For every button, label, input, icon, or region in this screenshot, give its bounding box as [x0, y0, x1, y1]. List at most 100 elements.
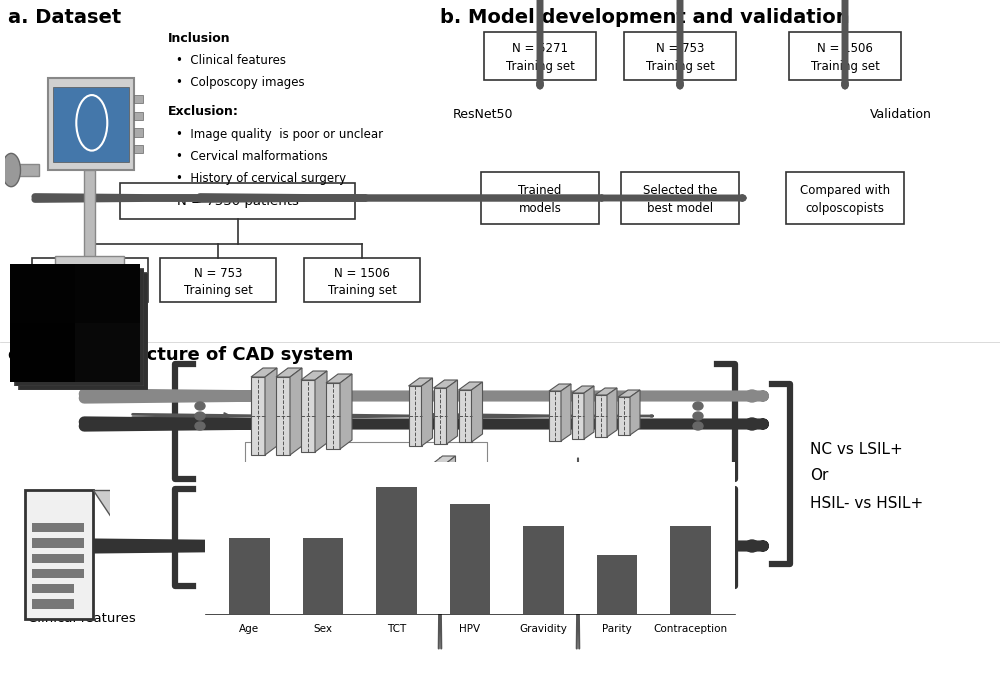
Text: •  History of cervical surgery: • History of cervical surgery: [176, 172, 346, 185]
Bar: [523, 526, 564, 614]
Polygon shape: [301, 371, 327, 380]
Ellipse shape: [745, 418, 759, 430]
Polygon shape: [584, 386, 594, 439]
Polygon shape: [276, 368, 302, 377]
FancyBboxPatch shape: [32, 258, 148, 302]
Text: N = 5271: N = 5271: [512, 42, 568, 55]
FancyBboxPatch shape: [621, 172, 739, 224]
FancyBboxPatch shape: [120, 183, 355, 219]
Text: models: models: [519, 201, 561, 214]
Text: N = 753: N = 753: [656, 42, 704, 55]
Bar: [450, 504, 490, 614]
Text: Training set: Training set: [56, 284, 124, 296]
Text: •  Colposcopy images: • Colposcopy images: [176, 76, 305, 89]
Text: Compared with: Compared with: [800, 183, 890, 196]
Text: NC vs LSIL+
Or
HSIL- vs HSIL+: NC vs LSIL+ Or HSIL- vs HSIL+: [810, 441, 923, 511]
Text: Validation: Validation: [870, 108, 932, 121]
Circle shape: [45, 301, 58, 323]
Text: N = 5271: N = 5271: [62, 266, 118, 280]
Polygon shape: [446, 456, 456, 491]
Bar: [25, 489, 93, 619]
Polygon shape: [434, 463, 446, 491]
Text: Inclusion: Inclusion: [168, 32, 231, 45]
Text: best model: best model: [647, 201, 713, 214]
FancyBboxPatch shape: [481, 172, 599, 224]
Text: Training set: Training set: [328, 284, 396, 296]
Bar: [670, 526, 711, 614]
Polygon shape: [409, 386, 422, 446]
Bar: [376, 487, 417, 614]
Bar: [32, 600, 74, 609]
Polygon shape: [607, 388, 617, 437]
Text: •  Clinical features: • Clinical features: [176, 54, 286, 67]
Polygon shape: [549, 391, 561, 441]
Polygon shape: [446, 380, 458, 444]
Text: ResNet50: ResNet50: [453, 108, 514, 121]
Bar: [32, 539, 84, 548]
Ellipse shape: [693, 422, 703, 430]
Polygon shape: [549, 384, 571, 391]
Polygon shape: [301, 380, 315, 452]
FancyBboxPatch shape: [624, 32, 736, 80]
Polygon shape: [434, 456, 456, 463]
Bar: [134, 145, 143, 153]
Text: c. The architecture of CAD system: c. The architecture of CAD system: [8, 346, 353, 364]
FancyBboxPatch shape: [484, 32, 596, 80]
Polygon shape: [595, 395, 607, 437]
Bar: [134, 112, 143, 120]
Bar: [45, 270, 134, 303]
Polygon shape: [595, 388, 617, 395]
Text: •  Cervical malformations: • Cervical malformations: [176, 150, 328, 163]
Polygon shape: [434, 388, 446, 444]
Text: b. Model development and validation: b. Model development and validation: [440, 8, 850, 27]
Bar: [32, 523, 84, 532]
Text: N = 753: N = 753: [194, 266, 242, 280]
Polygon shape: [458, 390, 472, 442]
Bar: [597, 555, 637, 614]
Polygon shape: [315, 371, 327, 452]
Polygon shape: [422, 378, 432, 446]
Circle shape: [84, 301, 96, 323]
Text: •  Image quality  is poor or unclear: • Image quality is poor or unclear: [176, 128, 383, 141]
Polygon shape: [251, 377, 265, 455]
Polygon shape: [458, 382, 482, 390]
Polygon shape: [572, 386, 594, 393]
Text: N = 1506: N = 1506: [817, 42, 873, 55]
Ellipse shape: [195, 422, 205, 430]
Circle shape: [2, 153, 20, 187]
Polygon shape: [265, 368, 277, 455]
Bar: [303, 538, 343, 614]
Bar: [32, 569, 84, 578]
Polygon shape: [326, 383, 340, 449]
Polygon shape: [630, 390, 640, 435]
Text: Exclusion:: Exclusion:: [168, 105, 239, 118]
Bar: [32, 584, 74, 593]
Text: Training set: Training set: [646, 60, 714, 72]
Polygon shape: [251, 368, 277, 377]
Text: Trained: Trained: [518, 183, 562, 196]
Polygon shape: [618, 397, 630, 435]
Bar: [55, 256, 124, 276]
Text: N = 7530 patients: N = 7530 patients: [177, 194, 298, 208]
Bar: [134, 128, 143, 137]
Text: N = 1506: N = 1506: [334, 266, 390, 280]
Ellipse shape: [195, 412, 205, 420]
FancyBboxPatch shape: [304, 258, 420, 302]
Polygon shape: [409, 378, 432, 386]
Polygon shape: [340, 374, 352, 449]
Polygon shape: [276, 377, 290, 455]
Polygon shape: [618, 390, 640, 397]
Polygon shape: [434, 380, 458, 388]
Bar: [32, 554, 84, 563]
Polygon shape: [572, 393, 584, 439]
Text: Selected the: Selected the: [643, 183, 717, 196]
Bar: [134, 95, 143, 103]
Bar: [48, 78, 134, 170]
FancyBboxPatch shape: [160, 258, 276, 302]
Ellipse shape: [745, 390, 759, 402]
Bar: [5, 164, 39, 176]
Polygon shape: [561, 384, 571, 441]
Ellipse shape: [745, 540, 759, 552]
Bar: [53, 87, 129, 162]
FancyBboxPatch shape: [789, 32, 901, 80]
